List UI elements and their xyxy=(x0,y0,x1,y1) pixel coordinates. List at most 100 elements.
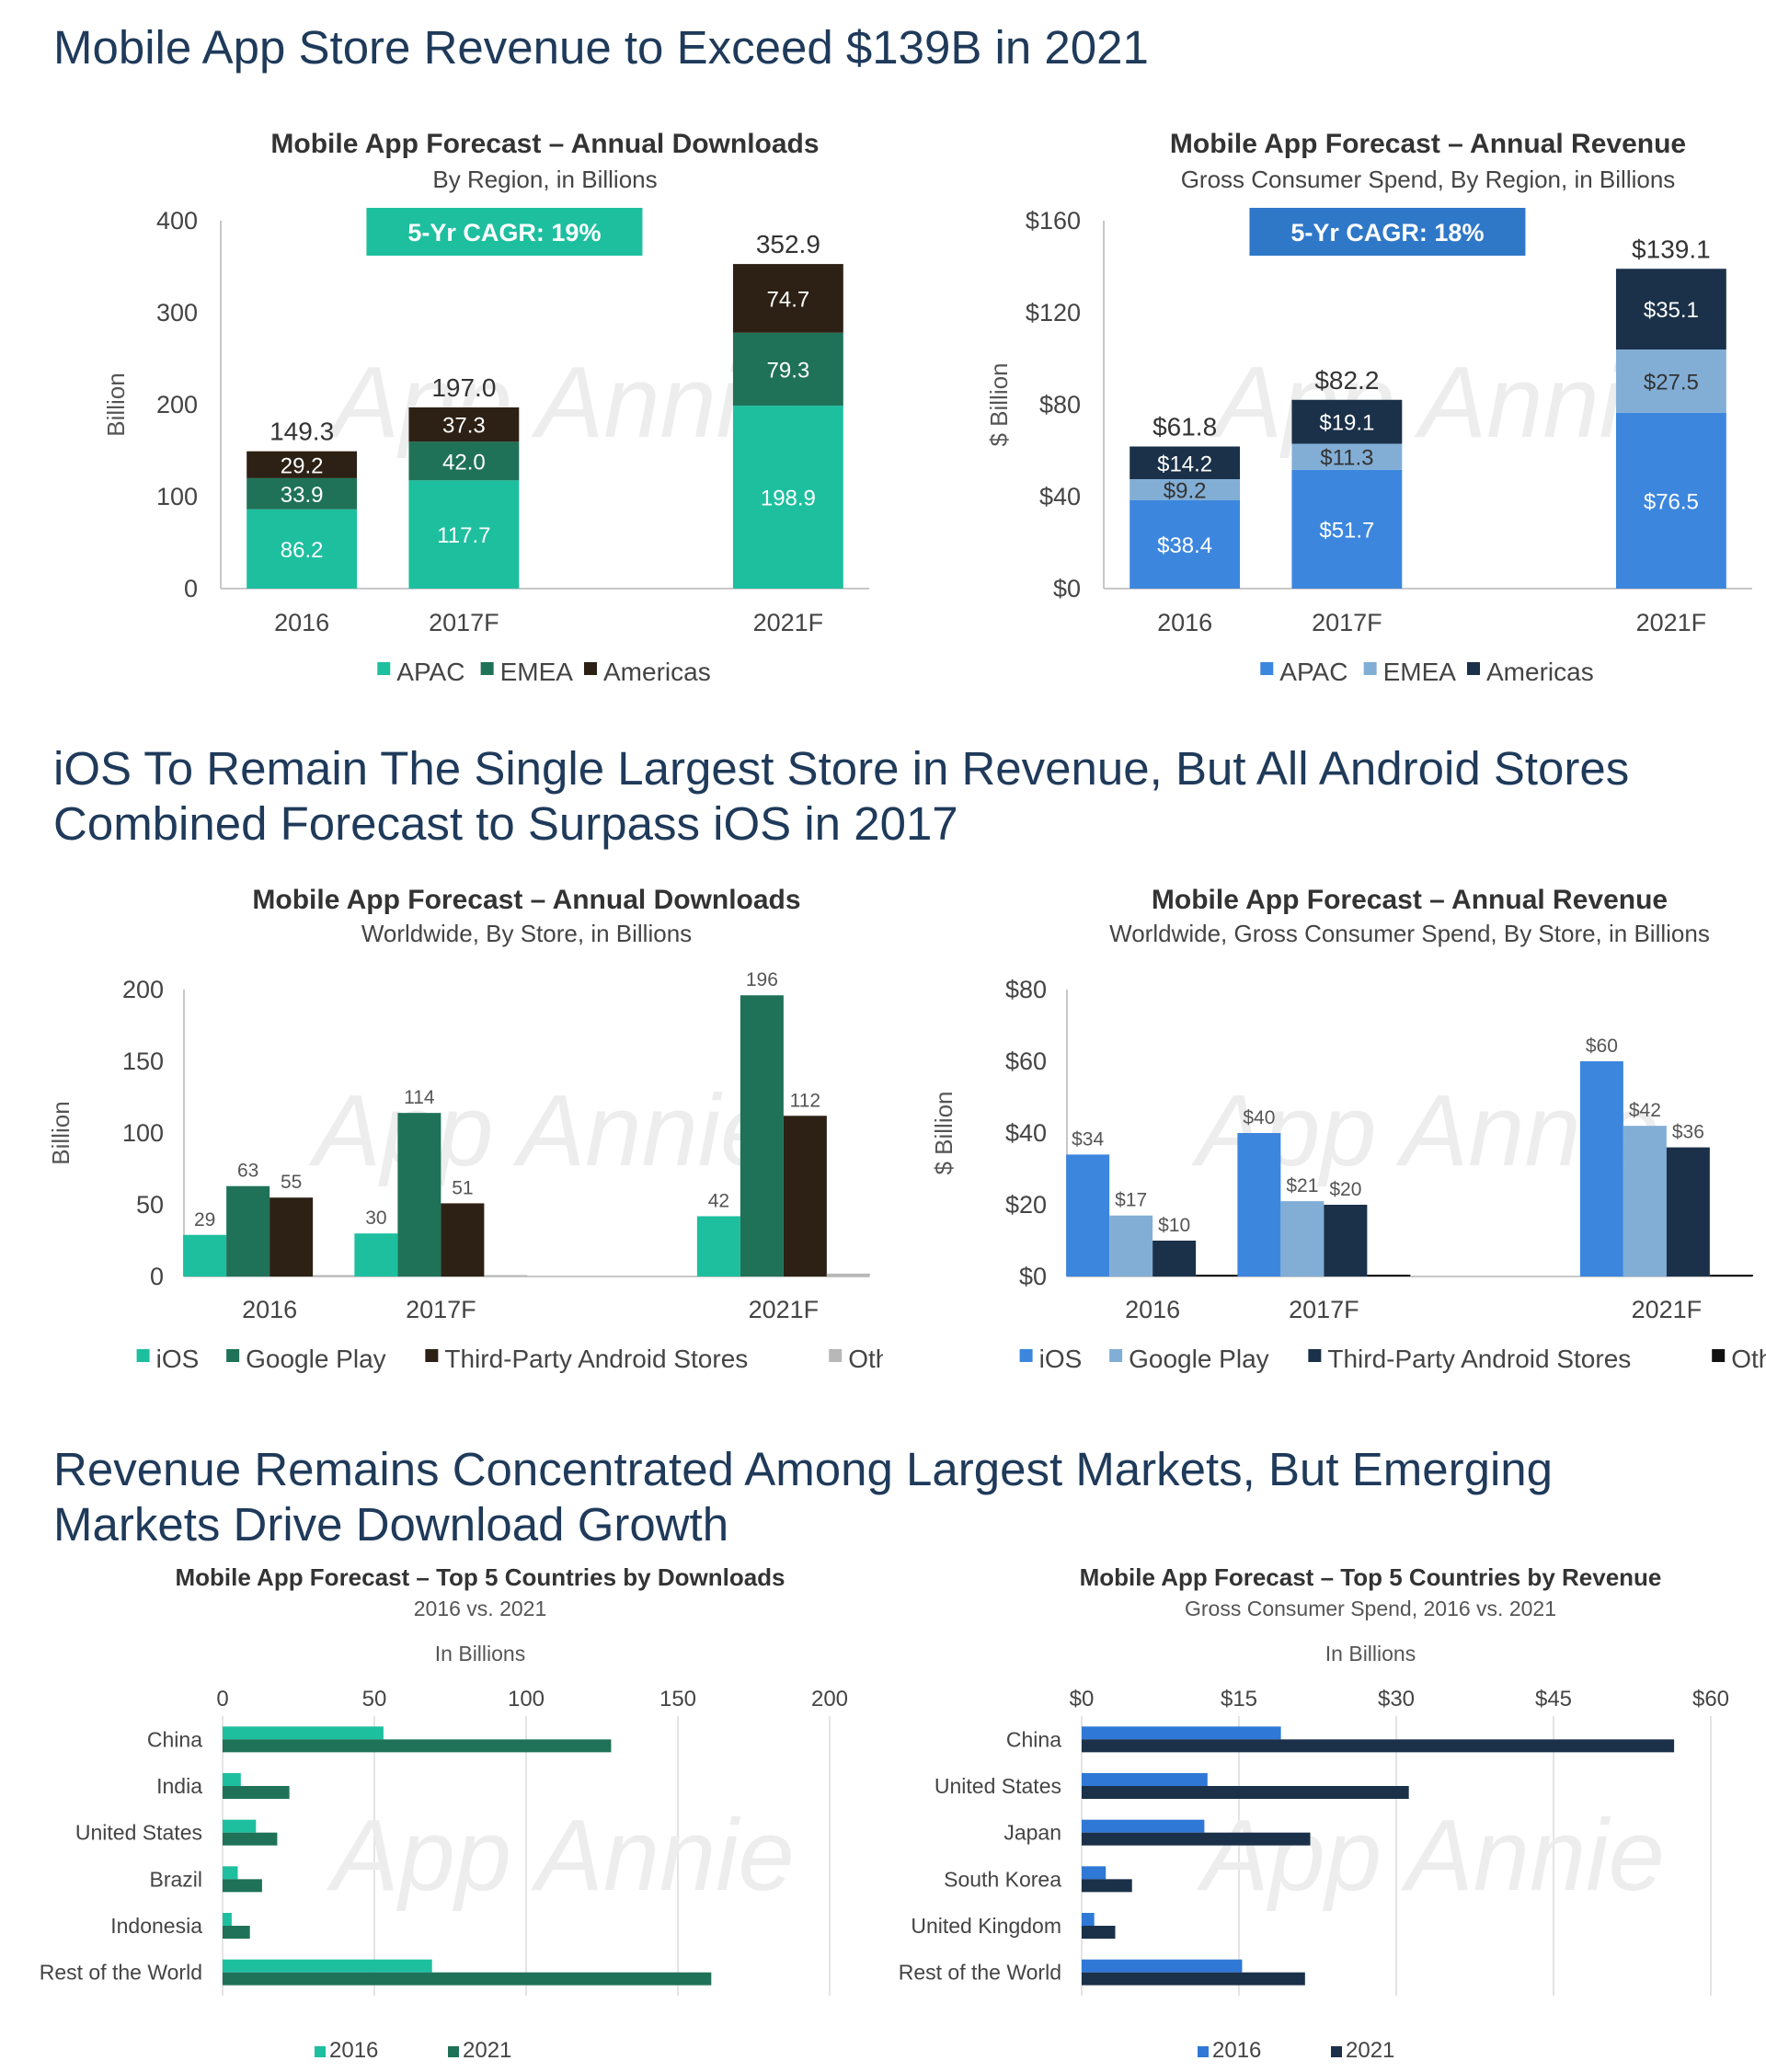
bar-data-label: $11.3 xyxy=(1320,446,1373,471)
bar-segment-apac xyxy=(1291,469,1403,589)
legend-swatch-ios xyxy=(1019,1349,1033,1362)
x-tick-label: 2016 xyxy=(1125,1296,1180,1323)
bar-data-label: $21 xyxy=(1286,1175,1318,1196)
bar-data-label: 33.9 xyxy=(281,483,324,508)
chart-revenue-by-store: Mobile App Forecast – Annual Revenue Worl… xyxy=(883,881,1766,1405)
category-label: United States xyxy=(75,1821,202,1845)
legend-swatch-2021 xyxy=(1331,2046,1342,2057)
chart-title: Mobile App Forecast – Top 5 Countries by… xyxy=(1080,1563,1662,1591)
bar-data-label: 112 xyxy=(790,1090,820,1111)
legend-label: Google Play xyxy=(246,1345,386,1373)
category-label: Rest of the World xyxy=(40,1961,202,1985)
bar-data-label: 29.2 xyxy=(281,453,324,478)
bar-data-label: 114 xyxy=(404,1087,435,1108)
y-tick-label: $0 xyxy=(1053,575,1081,602)
chart-subtitle: Worldwide, Gross Consumer Spend, By Stor… xyxy=(1109,920,1710,947)
legend-label: Americas xyxy=(603,658,711,686)
x-tick-label: 150 xyxy=(659,1687,696,1711)
bar-ios xyxy=(1066,1154,1110,1276)
watermark: App Annie xyxy=(1196,1799,1665,1912)
y-tick-label: 50 xyxy=(136,1191,164,1219)
bar-third-party-android-stores xyxy=(269,1197,314,1276)
bar-google-play xyxy=(740,995,784,1276)
bar-data-label: 42.0 xyxy=(442,450,486,475)
category-label: Indonesia xyxy=(110,1914,202,1938)
legend-swatch-2016 xyxy=(315,2046,326,2057)
section-title-line: Revenue Remains Concentrated Among Large… xyxy=(53,1443,1554,1495)
bar-data-label: 51 xyxy=(452,1177,473,1198)
legend-swatch-third-party-android-stores xyxy=(1308,1349,1322,1362)
bar-2016 xyxy=(1082,1726,1281,1740)
bar-third-party-android-stores xyxy=(1324,1205,1368,1276)
bar-data-label: $17 xyxy=(1115,1190,1147,1211)
legend-label: Other xyxy=(848,1345,883,1373)
y-tick-label: 200 xyxy=(156,391,198,418)
bar-data-label: $9.2 xyxy=(1164,479,1207,504)
bar-data-label: $19.1 xyxy=(1319,411,1374,436)
bar-2021 xyxy=(223,1832,278,1846)
x-tick-label: $0 xyxy=(1070,1687,1095,1711)
chart-svg: Mobile App Forecast – Annual Revenue Worl… xyxy=(930,885,1766,1373)
bar-segment-americas xyxy=(1615,269,1726,349)
x-tick-label: 2017F xyxy=(429,609,499,636)
bar-2021 xyxy=(1082,1832,1311,1846)
bar-segment-emea xyxy=(1615,349,1726,413)
legend-label: 2016 xyxy=(329,2038,378,2063)
category-label: South Korea xyxy=(944,1867,1061,1891)
chart-revenue-by-region: Mobile App Forecast – Annual Revenue Gros… xyxy=(883,110,1766,699)
x-tick-label: 2016 xyxy=(274,609,329,636)
chart-subtitle: Gross Consumer Spend, 2016 vs. 2021 xyxy=(1185,1597,1556,1620)
bar-segment-apac xyxy=(1130,500,1241,589)
bar-data-label: 196 xyxy=(746,969,778,990)
bar-data-label: 79.3 xyxy=(767,358,810,383)
bar-segment-americas xyxy=(732,264,843,333)
bar-segment-apac xyxy=(1615,412,1726,589)
category-label: China xyxy=(1006,1727,1061,1751)
x-tick-label: 2021F xyxy=(753,609,824,636)
cagr-badge xyxy=(366,208,643,256)
bar-total-label: 149.3 xyxy=(269,418,334,446)
bar-data-label: 198.9 xyxy=(761,487,816,511)
legend-swatch-emea xyxy=(480,662,494,675)
x-tick-label: 2016 xyxy=(1157,609,1212,636)
bar-segment-apac xyxy=(732,406,843,589)
legend-swatch-emea xyxy=(1363,662,1377,675)
bar-2021 xyxy=(1082,1926,1116,1939)
y-axis-label: Billion xyxy=(102,372,130,436)
chart-title: Mobile App Forecast – Annual Downloads xyxy=(252,885,800,915)
chart-downloads-by-store: Mobile App Forecast – Annual Downloads Wo… xyxy=(0,881,883,1405)
legend-label: EMEA xyxy=(1383,658,1457,686)
bar-data-label: $20 xyxy=(1329,1179,1361,1200)
category-label: United Kingdom xyxy=(911,1914,1061,1938)
bar-ios xyxy=(354,1233,398,1276)
legend-swatch-2021 xyxy=(448,2046,459,2057)
bar-google-play xyxy=(1109,1215,1153,1276)
y-tick-label: $20 xyxy=(1005,1191,1047,1219)
legend-swatch-other xyxy=(1712,1349,1726,1362)
x-tick-label: 2017F xyxy=(406,1296,476,1323)
bar-other xyxy=(1367,1275,1411,1276)
bar-data-label: 30 xyxy=(365,1208,386,1229)
bar-google-play xyxy=(1623,1126,1667,1276)
chart-downloads-by-region: Mobile App Forecast – Annual Downloads By… xyxy=(0,110,883,699)
chart-title: Mobile App Forecast – Top 5 Countries by… xyxy=(175,1563,785,1591)
bar-third-party-android-stores xyxy=(1152,1241,1197,1276)
bar-google-play xyxy=(1280,1201,1324,1276)
cagr-badge-label: 5-Yr CAGR: 18% xyxy=(1290,219,1484,246)
bar-segment-apac xyxy=(247,509,358,589)
bar-total-label: $61.8 xyxy=(1152,413,1217,441)
legend-swatch-apac xyxy=(1260,662,1274,675)
bar-data-label: 63 xyxy=(237,1161,258,1182)
legend-swatch-google-play xyxy=(1109,1349,1123,1362)
bar-2016 xyxy=(223,1726,384,1740)
bar-data-label: $35.1 xyxy=(1644,298,1699,323)
y-tick-label: $0 xyxy=(1019,1263,1047,1290)
bar-ios xyxy=(1579,1061,1623,1276)
y-tick-label: 400 xyxy=(156,207,198,235)
y-tick-label: 300 xyxy=(156,299,198,326)
legend-label: Third-Party Android Stores xyxy=(1327,1345,1631,1373)
section-title-line: iOS To Remain The Single Largest Store i… xyxy=(53,742,1630,795)
legend-swatch-apac xyxy=(377,662,391,675)
bar-total-label: 352.9 xyxy=(756,230,820,258)
legend-label: Third-Party Android Stores xyxy=(444,1345,748,1373)
